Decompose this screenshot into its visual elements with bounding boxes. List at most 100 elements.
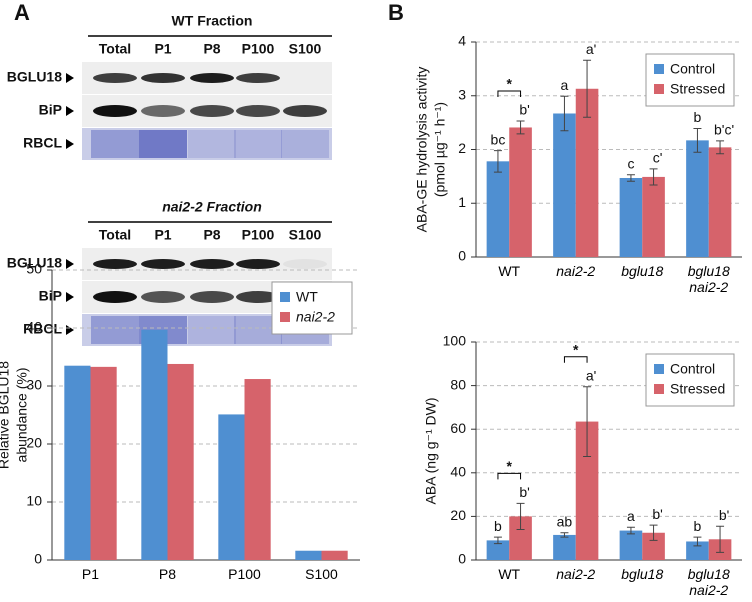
x-tick-label: S100 (305, 566, 338, 582)
lane-label: S100 (289, 41, 322, 57)
blot-band (236, 291, 280, 303)
bar (553, 534, 576, 560)
value-label: b' (519, 102, 529, 118)
lane-label: Total (99, 227, 131, 243)
y-tick-label: 0 (458, 248, 466, 264)
error-bar (516, 502, 525, 530)
x-tick-label-box: bglu18 (621, 263, 664, 279)
bar (619, 177, 643, 257)
blot-title: nai2-2 Fraction (162, 199, 262, 215)
x-tick-label: nai2-2 (556, 263, 596, 279)
row-label: RBCL (23, 135, 62, 151)
y-tick-label: 10 (26, 493, 42, 509)
value-label: b (694, 518, 702, 534)
x-tick-label: P8 (158, 566, 177, 582)
blot-band (188, 316, 236, 344)
error-bar (649, 524, 658, 541)
legend-swatch (654, 84, 664, 94)
row-label: BiP (39, 102, 62, 118)
blot-band (234, 130, 282, 158)
x-tick-label: WT (498, 263, 521, 279)
bar (321, 550, 348, 560)
bar (90, 366, 117, 560)
x-tick-label: bglu18 nai2-2 (687, 566, 730, 598)
legend-label: nai2-2 (296, 309, 335, 325)
y-tick-label: 60 (450, 420, 466, 436)
value-label: b'c' (714, 122, 734, 138)
value-label: b' (652, 506, 662, 522)
significance-bracket (563, 356, 588, 363)
row-label: RBCL (23, 321, 62, 337)
y-axis-label: ABA (ng g⁻¹ DW) (423, 398, 439, 505)
legend-box (271, 281, 353, 335)
blot-band (91, 316, 139, 344)
x-tick-label-box: S100 (305, 566, 338, 582)
y-tick-label: 2 (458, 140, 466, 156)
error-bar (560, 95, 569, 132)
blot-strip (82, 128, 332, 160)
value-label: b' (719, 507, 729, 523)
error-bar (493, 536, 502, 545)
value-label: bc (491, 131, 506, 147)
x-tick-label-box: P100 (228, 566, 261, 582)
lane-label: P100 (242, 227, 275, 243)
value-label: b (494, 518, 502, 534)
bar (575, 88, 599, 257)
blot-band (281, 130, 329, 158)
significance-bracket (497, 90, 522, 98)
y-tick-label: 0 (34, 551, 42, 567)
x-tick-label-box: nai2-2 (556, 566, 596, 582)
y-tick-label: 3 (458, 86, 466, 102)
value-label: c (627, 155, 634, 171)
bar (642, 176, 665, 257)
legend-label: Stressed (670, 381, 725, 397)
blot-band (141, 73, 185, 83)
y-tick-label: 20 (26, 435, 42, 451)
value-label: a' (586, 367, 596, 383)
x-tick-label: WT (498, 566, 521, 582)
lane-label: P1 (154, 41, 171, 57)
blot-band (188, 130, 236, 158)
bar (64, 365, 91, 560)
value-label: ab (557, 513, 573, 529)
bar (686, 140, 709, 257)
blot-band (283, 259, 327, 269)
x-tick-label-box: WT (498, 263, 521, 279)
y-tick-label: 40 (450, 464, 466, 480)
row-label: BGLU18 (7, 69, 62, 85)
y-axis-label: ABA-GE hydrolysis activity (414, 67, 430, 233)
panel-label: B (388, 0, 404, 25)
bar (486, 540, 510, 560)
x-tick-label-box: bglu18 (621, 566, 663, 582)
legend-label: Control (670, 361, 715, 377)
blot-band (190, 259, 234, 269)
x-tick-label: nai2-2 (556, 566, 596, 582)
legend-swatch (280, 312, 290, 322)
y-tick-label: 100 (443, 333, 467, 349)
y-axis-label: (pmol µg⁻¹ h⁻¹) (432, 102, 448, 197)
error-bar (583, 59, 592, 118)
x-tick-label-box: P1 (82, 566, 99, 582)
y-tick-label: 80 (450, 376, 466, 392)
y-tick-label: 1 (458, 194, 466, 210)
row-arrow (66, 259, 74, 269)
error-bar (560, 532, 569, 538)
legend-label: Control (670, 61, 715, 77)
row-arrow (66, 139, 74, 149)
value-label: c' (653, 150, 663, 166)
bar (486, 161, 510, 257)
row-arrow (66, 292, 74, 302)
value-label: b (694, 109, 702, 125)
legend-box (645, 353, 735, 407)
bar (619, 530, 643, 560)
blot-band (190, 73, 234, 83)
significance-mark: * (507, 458, 513, 474)
bar (686, 541, 709, 560)
legend-label: Stressed (670, 81, 725, 97)
value-label: b' (519, 484, 529, 500)
bar (509, 516, 532, 560)
error-bar (583, 386, 592, 457)
x-tick-label: bglu18 (621, 263, 664, 279)
